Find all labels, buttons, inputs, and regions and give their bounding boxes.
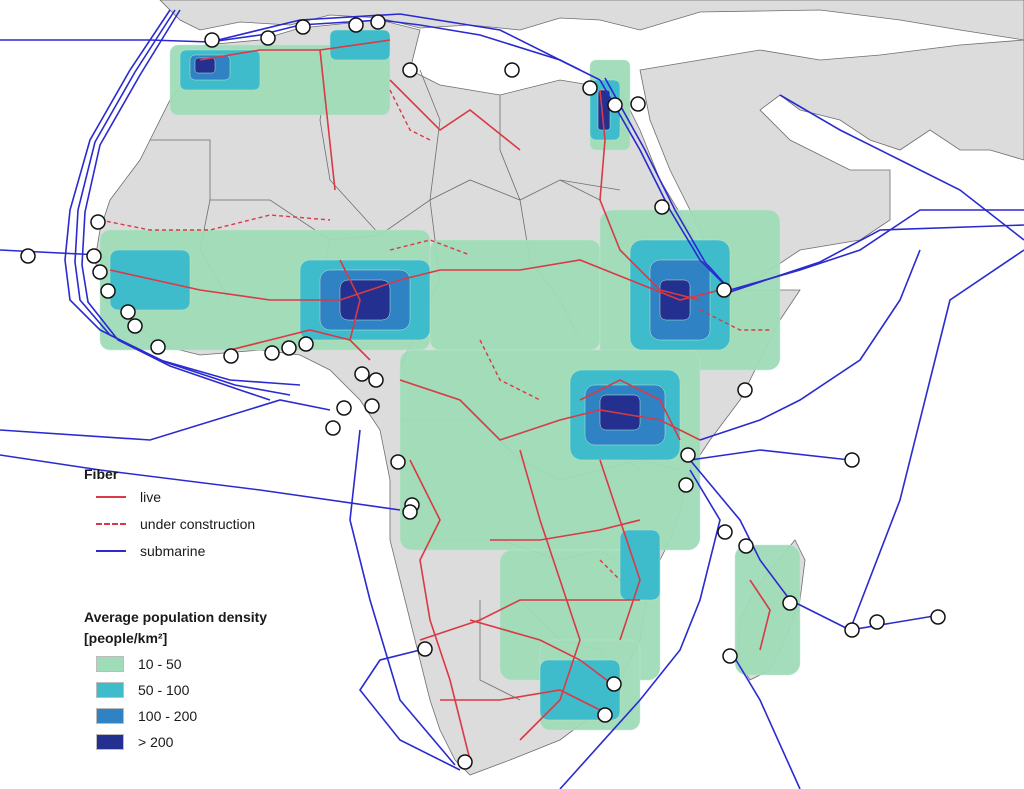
landing-station-marker — [92, 264, 108, 280]
landing-station-marker — [844, 452, 860, 468]
fiber-submarine-layer — [0, 9, 1024, 789]
landing-station-marker — [223, 348, 239, 364]
dashed-line-swatch-icon — [96, 522, 126, 525]
color-swatch-icon — [96, 734, 124, 750]
landing-station-marker — [348, 17, 364, 33]
landing-station-marker — [370, 14, 386, 30]
landing-station-marker — [722, 648, 738, 664]
landing-station-marker — [20, 248, 36, 264]
legend-item-live: live — [84, 483, 255, 510]
landing-station-marker — [597, 707, 613, 723]
landing-station-marker — [281, 340, 297, 356]
fiber-legend: Fiber live under construction submarine — [84, 466, 255, 564]
landing-station-marker — [738, 538, 754, 554]
landing-station-marker — [680, 447, 696, 463]
legend-label: > 200 — [138, 734, 174, 750]
landing-station-marker — [606, 676, 622, 692]
landing-stations-layer — [20, 14, 946, 770]
fiber-live-layer — [109, 39, 771, 761]
landing-station-marker — [402, 504, 418, 520]
density-legend-unit: [people/km²] — [84, 630, 168, 646]
landing-station-marker — [336, 400, 352, 416]
submarine-line-swatch-icon — [96, 549, 126, 552]
landing-station-marker — [150, 339, 166, 355]
population-density-layer — [99, 29, 801, 731]
legend-item-density-2: 50 - 100 — [84, 677, 267, 703]
landing-station-marker — [264, 345, 280, 361]
landing-station-marker — [607, 97, 623, 113]
landing-station-marker — [457, 754, 473, 770]
legend-item-density-3: 100 - 200 — [84, 703, 267, 729]
landing-station-marker — [298, 336, 314, 352]
landing-station-marker — [844, 622, 860, 638]
fiber-legend-title: Fiber — [84, 466, 119, 482]
landing-station-marker — [678, 477, 694, 493]
landing-station-marker — [504, 62, 520, 78]
density-legend: Average population density [people/km²] … — [84, 609, 267, 755]
legend-label: under construction — [140, 515, 256, 532]
color-swatch-icon — [96, 656, 124, 672]
landing-station-marker — [295, 19, 311, 35]
legend-label: 100 - 200 — [138, 708, 198, 724]
color-swatch-icon — [96, 708, 124, 724]
landing-station-marker — [417, 641, 433, 657]
landing-station-marker — [86, 248, 102, 264]
landing-station-marker — [127, 318, 143, 334]
landing-station-marker — [325, 420, 341, 436]
landing-station-marker — [260, 30, 276, 46]
landing-station-marker — [368, 372, 384, 388]
landing-station-marker — [204, 32, 220, 48]
landing-station-marker — [100, 283, 116, 299]
landing-station-marker — [402, 62, 418, 78]
landing-station-marker — [782, 595, 798, 611]
europe-landmass — [159, 0, 1024, 41]
legend-item-under-construction: under construction — [84, 510, 255, 537]
landing-station-marker — [90, 214, 106, 230]
live-line-swatch-icon — [96, 495, 126, 498]
fiber-under-construction-layer — [99, 89, 770, 581]
legend-label: 50 - 100 — [138, 682, 190, 698]
landing-station-marker — [364, 398, 380, 414]
landing-station-marker — [717, 524, 733, 540]
landing-station-marker — [582, 80, 598, 96]
landing-station-marker — [930, 609, 946, 625]
landing-station-marker — [716, 282, 732, 298]
landing-station-marker — [120, 304, 136, 320]
landing-station-marker — [654, 199, 670, 215]
legend-label: submarine — [140, 542, 206, 559]
legend-item-submarine: submarine — [84, 537, 255, 564]
legend-label: live — [140, 488, 162, 505]
color-swatch-icon — [96, 682, 124, 698]
landing-station-marker — [737, 382, 753, 398]
landing-station-marker — [354, 366, 370, 382]
landing-station-marker — [390, 454, 406, 470]
landing-station-marker — [630, 96, 646, 112]
legend-item-density-4: > 200 — [84, 729, 267, 755]
legend-label: 10 - 50 — [138, 656, 182, 672]
landing-station-marker — [869, 614, 885, 630]
legend-item-density-1: 10 - 50 — [84, 651, 267, 677]
density-legend-title: Average population density — [84, 609, 268, 625]
